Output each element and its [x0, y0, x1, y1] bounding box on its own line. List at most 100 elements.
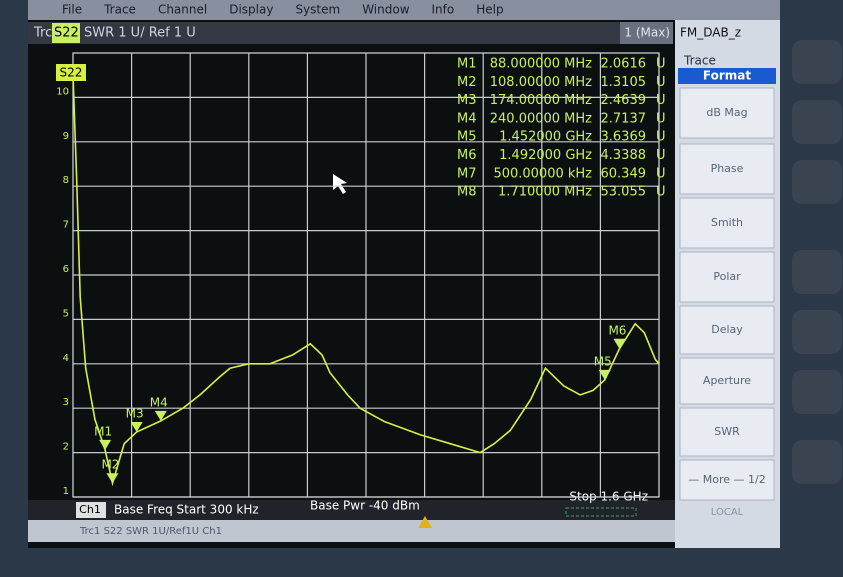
softkey[interactable] [679, 357, 775, 405]
marker-response: 1.3105 [601, 75, 647, 90]
selected-bar [678, 68, 776, 84]
marker-stimulus: 1.492000 GHz [499, 148, 592, 163]
max: 1 (Max) [624, 26, 670, 40]
softkey-label[interactable]: Smith [711, 216, 743, 229]
marker-name: M6 [457, 148, 477, 163]
marker [154, 410, 167, 421]
y-tick-label: 3 [63, 397, 69, 408]
menu-item[interactable]: Trace [103, 3, 136, 17]
warning-icon [418, 516, 432, 528]
footer-channel: Ch1 [79, 503, 101, 516]
marker-label: M3 [126, 407, 144, 421]
menu-item[interactable]: File [62, 3, 82, 17]
channel-box [76, 502, 106, 518]
softkey-label[interactable]: Phase [711, 162, 744, 175]
marker-label: M6 [608, 323, 626, 337]
hard-key [792, 40, 842, 84]
progress [565, 507, 637, 517]
y-tick-label: 9 [63, 131, 69, 142]
marker-unit: U [656, 185, 666, 200]
softkey-label[interactable]: dB Mag [706, 106, 747, 119]
trace-bar [28, 22, 673, 44]
marker-name: M7 [457, 166, 477, 181]
menu-item[interactable]: Help [476, 3, 503, 17]
marker-unit: U [656, 148, 666, 163]
menu-item[interactable]: Channel [158, 3, 207, 17]
marker-unit: U [656, 111, 666, 126]
marker-response: 2.0616 [601, 57, 647, 72]
softkey-label[interactable]: SWR [714, 425, 740, 438]
marker-response: 2.7137 [601, 111, 647, 126]
softkey-label[interactable]: Aperture [703, 374, 751, 387]
softkey[interactable] [679, 143, 775, 195]
param: S22 [54, 26, 79, 41]
marker-name: M3 [457, 93, 477, 108]
marker-label: M2 [101, 458, 119, 472]
softkey[interactable] [679, 87, 775, 139]
max-box [620, 22, 673, 44]
softkey-title: Trace [683, 54, 716, 68]
footer-bar [28, 500, 675, 520]
marker-name: M2 [457, 75, 477, 90]
marker-unit: U [656, 57, 666, 72]
trace-label-box [56, 64, 86, 81]
local: LOCAL [711, 507, 744, 518]
y-tick-label: 8 [63, 175, 69, 186]
hard-key [792, 250, 842, 294]
menu-item[interactable]: Display [229, 3, 273, 17]
marker-stimulus: 1.710000 MHz [498, 185, 592, 200]
hardware-keys [792, 40, 842, 484]
footer-start: Base Freq Start 300 kHz [114, 503, 259, 517]
softkey-label[interactable]: Polar [713, 270, 741, 283]
softkey[interactable] [679, 305, 775, 355]
softkey[interactable] [679, 197, 775, 249]
softkey-selected[interactable]: Format [703, 69, 751, 83]
hard-key [792, 310, 842, 354]
file-name: FM_DAB_z [680, 26, 741, 40]
softkey-label[interactable]: — More — 1/2 [688, 473, 765, 486]
cursor [333, 174, 347, 194]
trace [72, 75, 660, 487]
marker-name: M1 [457, 57, 477, 72]
footer-power: Base Pwr -40 dBm [310, 499, 420, 513]
hard-key [792, 440, 842, 484]
trace-label: S22 [60, 66, 83, 80]
marker-stimulus: 1.452000 GHz [499, 130, 592, 145]
marker-stimulus: 108.00000 MHz [490, 75, 592, 90]
softkey[interactable] [679, 407, 775, 457]
marker-response: 2.4639 [601, 93, 647, 108]
marker-stimulus: 240.00000 MHz [490, 111, 592, 126]
hard-key [792, 160, 842, 204]
menu-item[interactable]: Info [432, 3, 455, 17]
softkey[interactable] [679, 251, 775, 303]
menu-item[interactable]: System [295, 3, 340, 17]
softkey-label[interactable]: Delay [711, 323, 743, 336]
display [28, 0, 780, 548]
softkey[interactable] [679, 459, 775, 501]
marker-name: M8 [457, 185, 477, 200]
y-tick-label: 1 [63, 486, 69, 497]
marker-response: 53.055 [601, 185, 647, 200]
status-bar [28, 520, 675, 542]
marker [106, 473, 119, 484]
param-box [52, 23, 80, 43]
marker-unit: U [656, 93, 666, 108]
hard-key [792, 370, 842, 414]
marker-label: M1 [94, 424, 112, 438]
y-tick-label: 6 [63, 264, 69, 275]
y-tick-label: 7 [63, 220, 69, 231]
y-tick-label: 2 [63, 442, 69, 453]
scale: SWR 1 U/ Ref 1 U [84, 26, 196, 41]
marker [99, 439, 112, 450]
marker-unit: U [656, 75, 666, 90]
y-tick-label: 10 [56, 86, 69, 97]
hard-key [792, 100, 842, 144]
marker-unit: U [656, 130, 666, 145]
marker-stimulus: 88.000000 MHz [490, 57, 592, 72]
marker-response: 60.349 [601, 166, 647, 181]
marker-response: 3.6369 [601, 130, 647, 145]
menu-item[interactable]: Window [362, 3, 410, 17]
y-tick-label: 4 [63, 353, 69, 364]
